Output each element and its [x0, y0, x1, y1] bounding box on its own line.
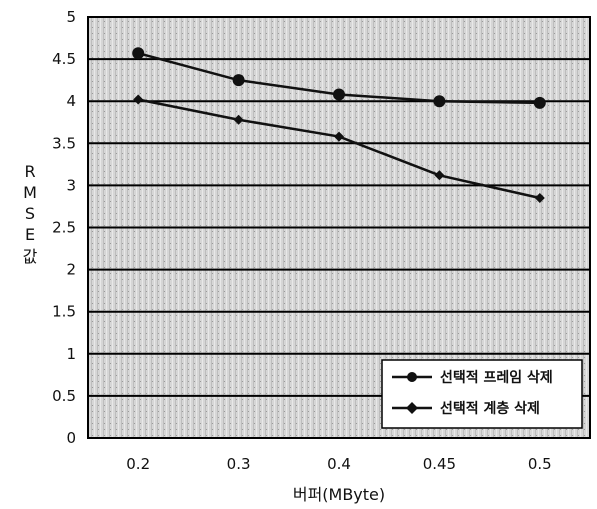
y-axis-title-char: S	[25, 204, 35, 223]
data-point-circle	[232, 74, 245, 87]
legend-label-1: 선택적 프레임 삭제	[440, 369, 553, 386]
legend-box	[381, 359, 583, 429]
y-tick-label: 3.5	[52, 134, 76, 152]
y-tick-label: 4.5	[52, 50, 76, 68]
data-point-diamond	[534, 193, 545, 204]
y-tick-label: 4	[66, 92, 76, 110]
data-point-diamond	[334, 131, 344, 142]
y-tick-label: 1.5	[52, 303, 76, 321]
y-axis-ticks: 0 0.5 1 1.5 2 2.5 3 3.5 4 4.5 5	[52, 8, 76, 447]
y-axis-title-char: E	[25, 225, 35, 244]
series-layer	[132, 47, 546, 204]
y-axis-title-char: M	[23, 183, 37, 202]
x-axis-ticks: 0.2 0.3 0.4 0.45 0.5	[126, 455, 551, 473]
legend-marker-circle	[407, 372, 417, 382]
y-tick-label: 0.5	[52, 387, 76, 405]
y-tick-label: 2	[66, 261, 76, 279]
data-point-circle	[333, 88, 345, 101]
y-tick-label: 0	[66, 429, 76, 447]
data-point-diamond	[133, 94, 144, 105]
y-axis-title-char: 값	[23, 247, 38, 266]
y-tick-label: 3	[66, 176, 76, 194]
x-tick-label: 0.45	[423, 455, 456, 473]
y-axis-title: R M S E 값	[23, 162, 38, 266]
y-tick-label: 5	[66, 8, 76, 26]
x-tick-label: 0.2	[126, 455, 150, 473]
data-point-diamond	[434, 170, 445, 181]
y-axis-title-char: R	[24, 162, 35, 181]
y-tick-label: 2.5	[52, 219, 76, 237]
data-point-circle	[533, 96, 546, 109]
x-tick-label: 0.3	[227, 455, 251, 473]
x-tick-label: 0.5	[528, 455, 552, 473]
x-tick-label: 0.4	[327, 455, 351, 473]
x-axis-title: 버퍼(MByte)	[293, 485, 385, 504]
data-point-diamond	[233, 114, 244, 125]
data-point-circle	[132, 47, 145, 60]
y-tick-label: 1	[66, 345, 76, 363]
data-point-circle	[433, 95, 446, 108]
legend-label-2: 선택적 계층 삭제	[440, 400, 540, 417]
legend-marker-diamond	[406, 402, 418, 414]
legend: 선택적 프레임 삭제 선택적 계층 삭제	[381, 359, 583, 429]
